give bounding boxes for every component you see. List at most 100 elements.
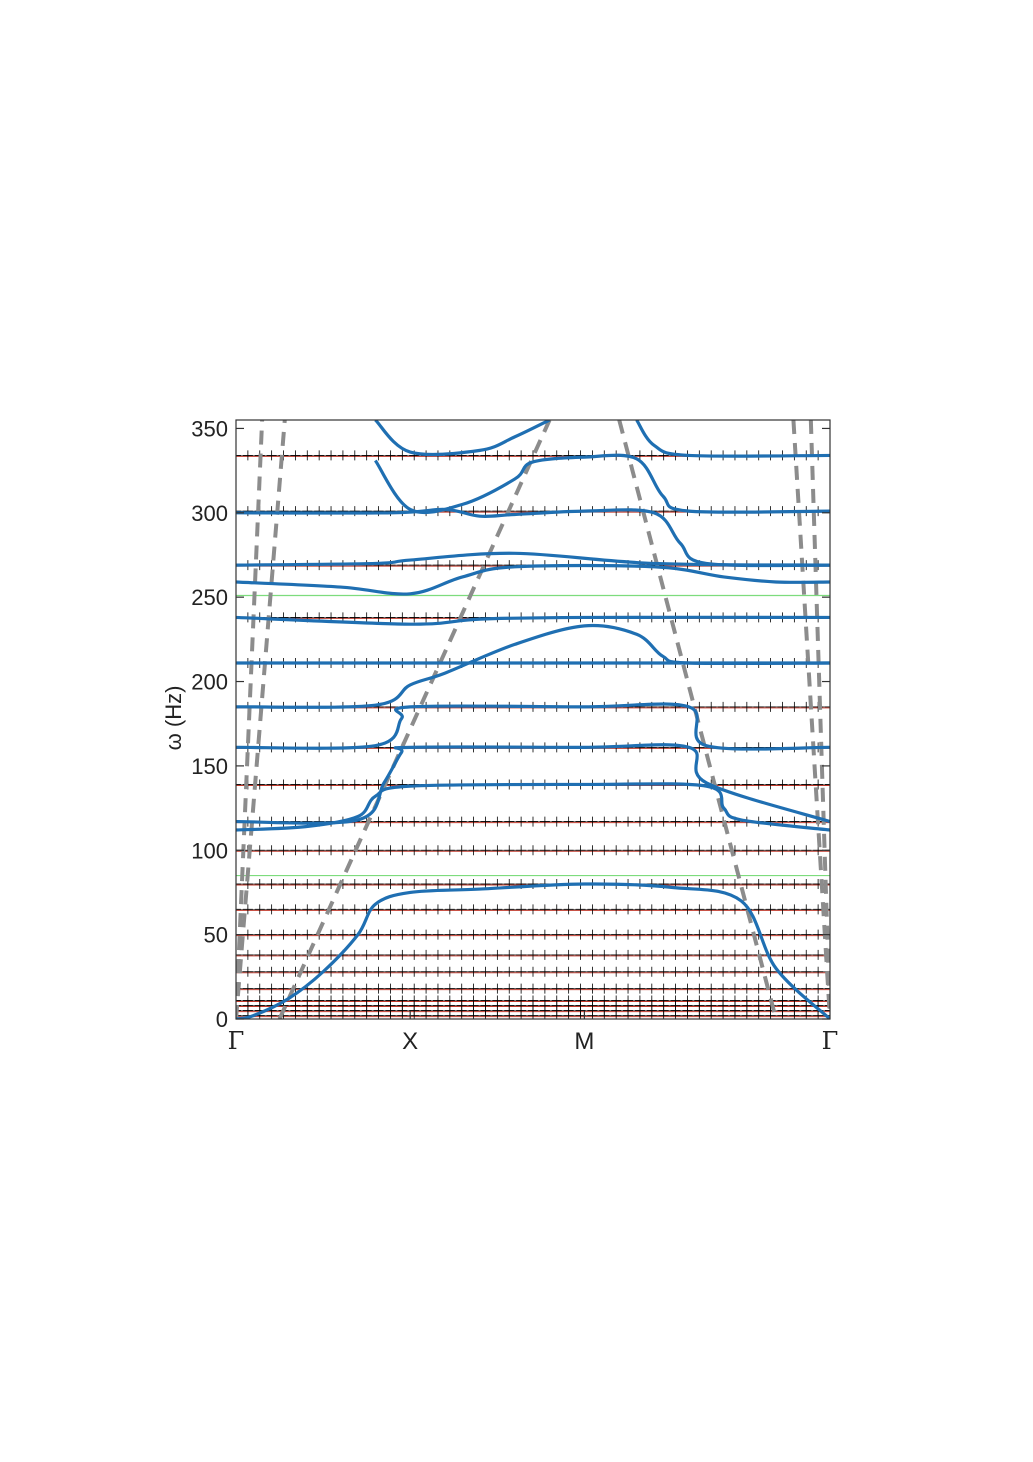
measured-marker <box>242 506 253 517</box>
measured-marker <box>254 929 265 940</box>
measured-marker <box>528 983 538 994</box>
measured-marker <box>741 845 752 856</box>
measured-marker <box>587 929 598 940</box>
measured-marker <box>278 879 289 890</box>
y-tick-label: 0 <box>216 1007 228 1032</box>
measured-marker <box>421 816 432 827</box>
measured-marker <box>587 966 598 977</box>
measured-marker <box>729 929 740 940</box>
measured-marker <box>551 929 562 940</box>
measured-marker <box>409 966 420 977</box>
measured-marker <box>266 995 277 1006</box>
y-tick-label: 250 <box>191 585 228 610</box>
measured-marker <box>236 879 241 890</box>
x-kpoint-label: Γ <box>228 1027 245 1055</box>
measured-marker <box>290 779 301 790</box>
measured-marker <box>587 995 598 1006</box>
measured-marker <box>432 995 443 1006</box>
measured-marker <box>480 949 491 960</box>
measured-marker <box>236 1000 241 1011</box>
measured-marker <box>551 816 562 827</box>
measured-marker <box>361 879 372 890</box>
measured-marker <box>373 929 384 940</box>
measured-marker <box>587 845 598 856</box>
measured-marker <box>504 450 515 461</box>
measured-marker <box>385 949 396 960</box>
measured-marker <box>278 949 289 960</box>
measured-marker <box>563 949 574 960</box>
measured-marker <box>397 995 408 1006</box>
measured-marker <box>468 983 479 994</box>
measured-marker <box>326 966 337 977</box>
measured-marker <box>718 701 729 712</box>
measured-marker <box>646 816 657 827</box>
measured-marker <box>528 816 538 827</box>
measured-marker <box>397 904 408 915</box>
measured-marker <box>753 879 764 890</box>
measured-marker <box>266 450 277 461</box>
y-tick-label: 350 <box>191 416 228 441</box>
measured-marker <box>718 904 729 915</box>
measured-marker <box>634 845 645 856</box>
measured-marker <box>646 995 657 1006</box>
measured-marker <box>373 816 384 827</box>
measured-marker <box>432 929 443 940</box>
measured-marker <box>753 995 764 1006</box>
measured-marker <box>361 450 372 461</box>
measured-marker <box>611 845 622 856</box>
measured-marker <box>706 983 717 994</box>
measured-marker <box>242 995 253 1006</box>
measured-marker <box>694 983 705 994</box>
measured-marker <box>516 904 527 915</box>
measured-marker <box>825 1005 830 1016</box>
measured-marker <box>634 966 645 977</box>
measured-marker <box>670 904 681 915</box>
measured-marker <box>409 816 420 827</box>
measured-marker <box>658 506 669 517</box>
measured-marker <box>432 845 443 856</box>
measured-marker <box>421 560 432 571</box>
measured-marker <box>694 904 705 915</box>
measured-marker <box>741 995 752 1006</box>
measured-marker <box>254 845 265 856</box>
measured-marker <box>801 966 812 977</box>
measured-marker <box>361 949 372 960</box>
measured-marker <box>421 949 432 960</box>
measured-marker <box>587 949 598 960</box>
plot-area <box>236 420 830 1019</box>
measured-marker <box>290 949 301 960</box>
measured-marker <box>741 966 752 977</box>
measured-marker <box>444 983 455 994</box>
measured-marker <box>480 560 491 571</box>
measured-marker <box>349 949 360 960</box>
measured-marker <box>349 779 360 790</box>
y-tick-label: 50 <box>204 923 228 948</box>
measured-marker <box>611 904 622 915</box>
measured-marker <box>623 995 634 1006</box>
x-kpoint-label: M <box>574 1028 594 1055</box>
measured-marker <box>468 845 479 856</box>
measured-marker <box>254 879 265 890</box>
measured-marker <box>658 995 669 1006</box>
measured-marker <box>444 929 455 940</box>
measured-marker <box>682 904 693 915</box>
measured-marker <box>729 966 740 977</box>
measured-marker <box>421 845 432 856</box>
measured-marker <box>694 995 705 1006</box>
measured-marker <box>777 904 788 915</box>
measured-marker <box>765 929 776 940</box>
measured-marker <box>825 1000 830 1011</box>
measured-marker <box>623 929 634 940</box>
measured-marker <box>492 983 503 994</box>
measured-marker <box>777 995 788 1006</box>
measured-marker <box>765 701 776 712</box>
y-axis-label: ω (Hz) <box>161 686 186 751</box>
measured-marker <box>397 983 408 994</box>
measured-marker <box>789 845 800 856</box>
dispersion-branch-8 <box>236 551 830 567</box>
measured-marker <box>551 966 562 977</box>
measured-marker <box>528 845 538 856</box>
measured-marker <box>326 879 337 890</box>
measured-marker <box>290 450 301 461</box>
measured-marker <box>741 983 752 994</box>
